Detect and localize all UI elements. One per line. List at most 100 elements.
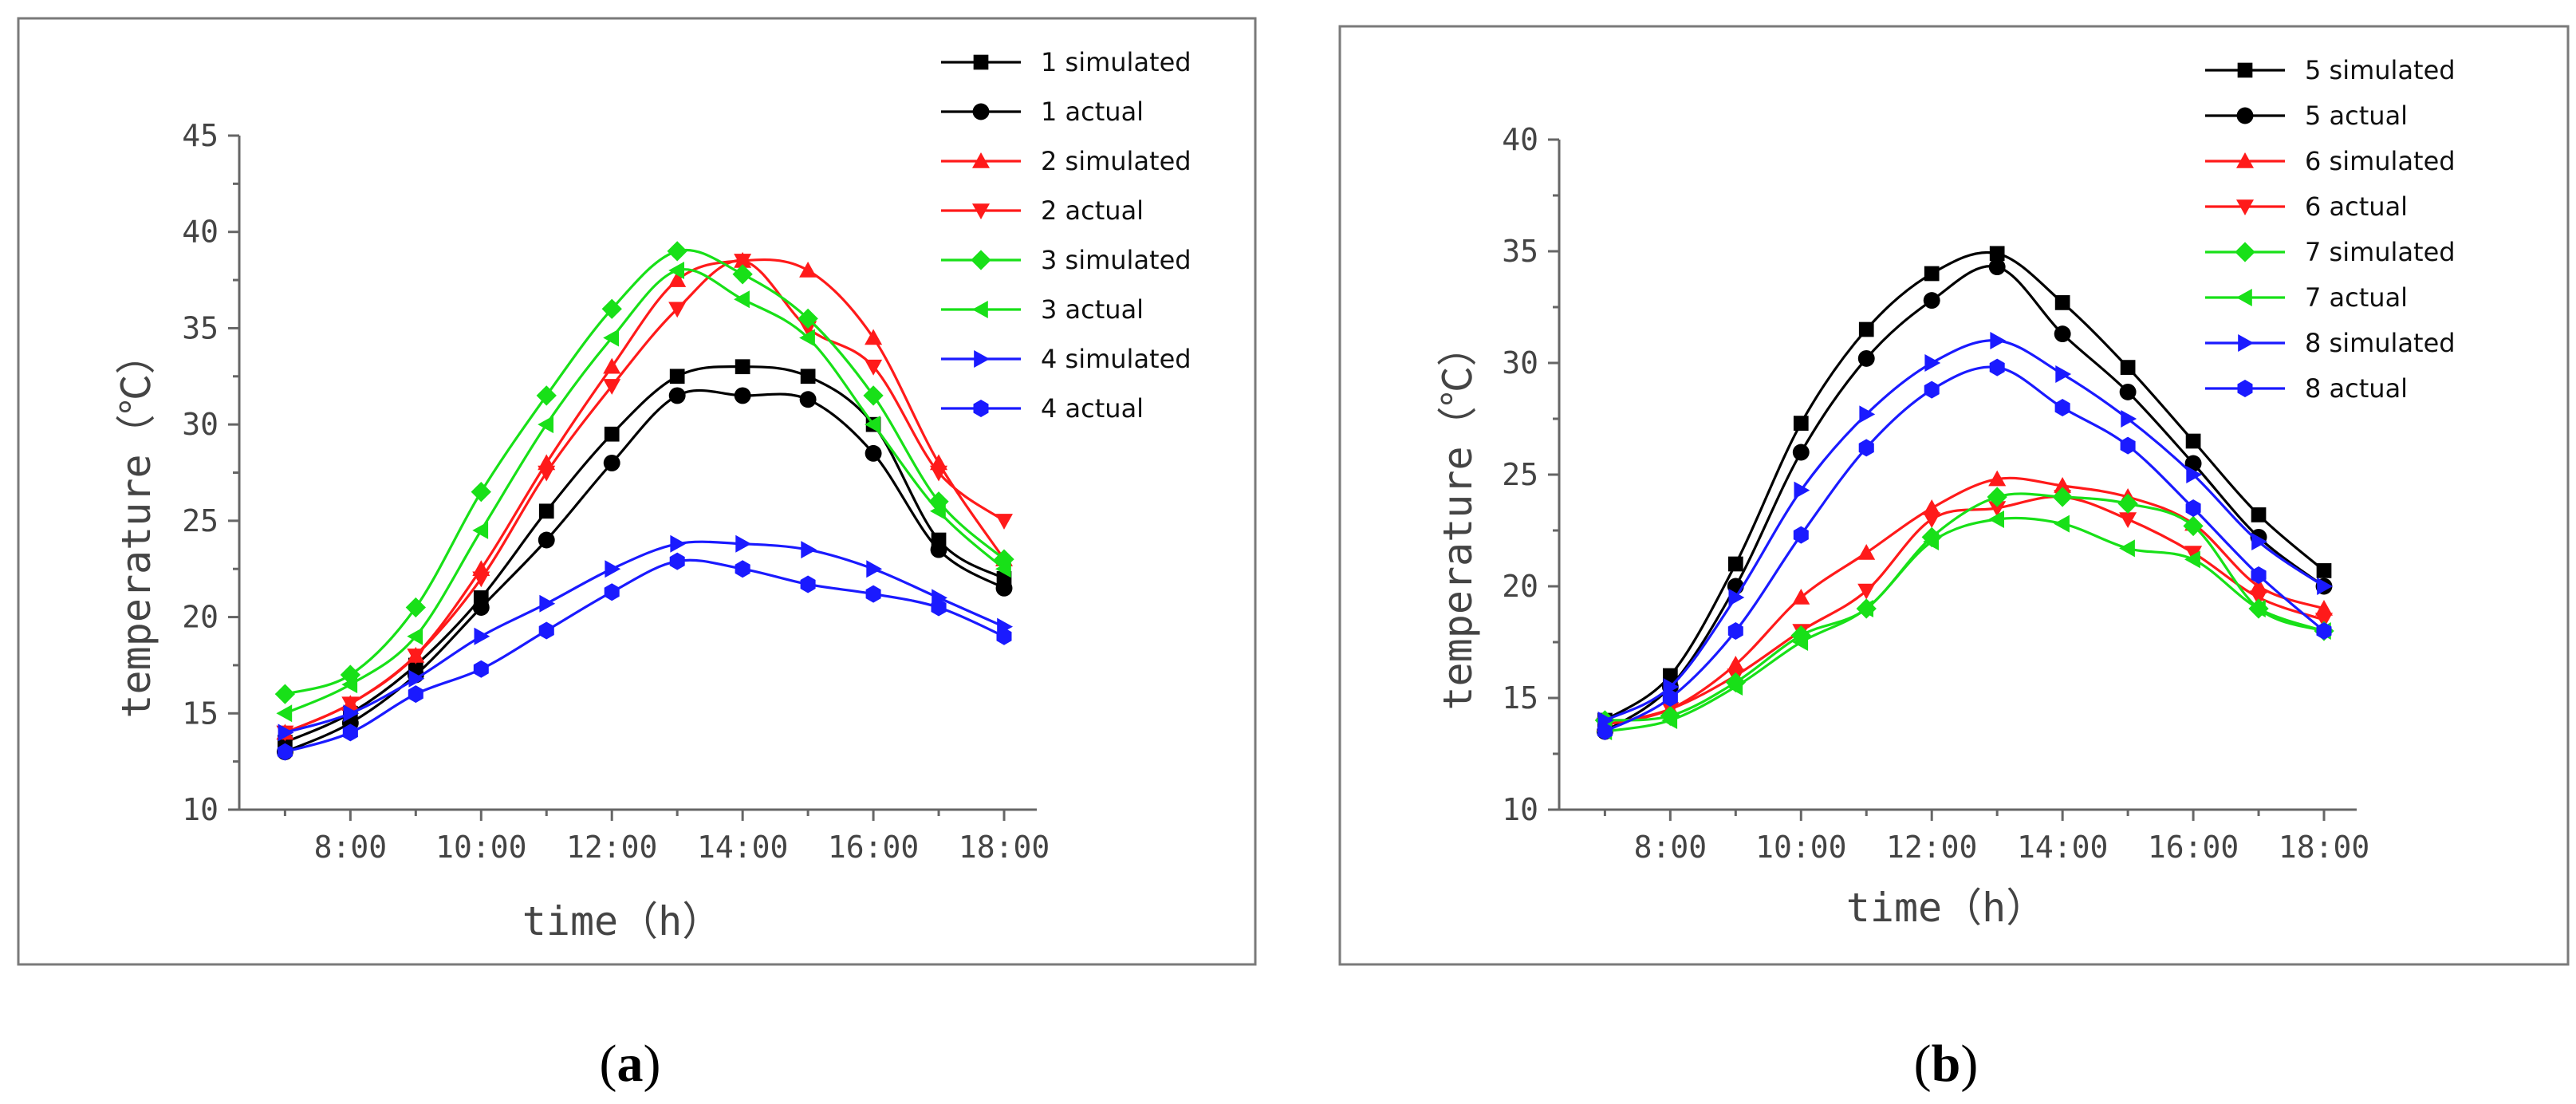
y-tick-label: 25: [182, 503, 219, 538]
data-point: [995, 514, 1013, 530]
legend-label: 7 simulated: [2305, 237, 2456, 267]
data-point: [1857, 583, 1876, 600]
data-point: [1857, 600, 1873, 617]
series-8-simulated: [1597, 332, 2333, 729]
data-point: [2121, 410, 2137, 428]
legend-item: 4 simulated: [941, 344, 1191, 374]
data-point: [1793, 526, 1809, 544]
data-point: [1989, 358, 2005, 377]
data-point: [668, 262, 684, 279]
data-point: [1988, 511, 2004, 528]
data-point: [1988, 258, 2006, 276]
data-point: [1988, 470, 2007, 487]
data-point: [343, 704, 360, 723]
data-point: [734, 254, 752, 270]
x-tick-label: 14:00: [2017, 830, 2108, 865]
data-point: [1727, 678, 1743, 696]
data-point: [2315, 613, 2333, 629]
legend-marker: [974, 350, 990, 368]
data-point: [1727, 556, 1743, 572]
legend-item: 7 simulated: [2205, 237, 2456, 267]
panel-a-y-label: temperature（℃）: [113, 334, 160, 718]
data-point: [1662, 689, 1678, 707]
legend-label: 1 simulated: [1041, 47, 1191, 77]
data-point: [2315, 600, 2333, 616]
y-tick-label: 45: [182, 118, 219, 153]
y-tick-label: 15: [182, 696, 219, 731]
panel-a-caption: (a): [600, 1035, 661, 1093]
data-point: [2054, 515, 2070, 533]
data-point: [667, 241, 687, 262]
data-point: [799, 329, 815, 347]
data-point: [277, 743, 293, 761]
panel-b: 10 15 20 25 30 35 40 8:00 10:00 12:00 14:00 16:00 18…: [1338, 25, 2570, 1093]
data-point: [2250, 578, 2267, 593]
data-point: [2054, 477, 2072, 493]
data-point: [1858, 439, 1874, 457]
data-point: [1793, 416, 1809, 431]
data-point: [2119, 383, 2137, 400]
data-point: [2184, 546, 2203, 562]
data-point: [474, 627, 490, 645]
data-point: [1661, 712, 1678, 729]
x-tick-label: 16:00: [2148, 830, 2239, 865]
data-point: [605, 560, 621, 578]
data-point: [604, 426, 620, 442]
data-point: [2250, 590, 2267, 606]
legend-label: 8 simulated: [2305, 328, 2456, 358]
legend-marker: [2236, 107, 2254, 124]
x-tick-label: 18:00: [959, 830, 1050, 865]
data-point: [2120, 436, 2136, 455]
data-point: [341, 696, 360, 713]
data-point: [2185, 499, 2201, 517]
y-tick-label: 20: [182, 600, 219, 635]
data-point: [1987, 487, 2007, 507]
data-point: [800, 369, 816, 384]
data-point: [2251, 566, 2267, 584]
data-point: [930, 541, 947, 558]
legend-label: 3 simulated: [1041, 245, 1191, 275]
data-point: [601, 298, 622, 319]
legend-marker: [972, 301, 988, 318]
data-point: [604, 583, 620, 601]
legend-label: 1 actual: [1041, 97, 1144, 127]
data-point: [931, 598, 947, 617]
data-point: [866, 560, 883, 578]
legend-marker: [971, 250, 991, 270]
y-tick-label: 20: [1502, 569, 1538, 604]
y-tick-label: 10: [1502, 792, 1538, 827]
legend-marker: [2236, 152, 2254, 168]
legend-label: 2 actual: [1041, 195, 1144, 226]
data-point: [603, 379, 621, 395]
legend-marker: [973, 400, 989, 417]
data-point: [2120, 360, 2136, 375]
data-point: [341, 676, 358, 694]
y-tick-label: 25: [1502, 457, 1538, 492]
data-point: [2185, 433, 2201, 449]
panel-b-legend: 5 simulated 5 actual 6 simulated 6 actual 7 …: [2205, 55, 2456, 404]
data-point: [1924, 354, 1941, 372]
data-point: [473, 660, 489, 678]
x-tick-label: 12:00: [566, 830, 657, 865]
data-point: [2054, 399, 2070, 416]
data-point: [538, 416, 553, 434]
data-point: [2251, 533, 2267, 550]
data-point: [1857, 349, 1875, 367]
legend-item: 5 actual: [2205, 101, 2408, 131]
series-3-actual: [276, 262, 1011, 723]
x-tick-label: 10:00: [1755, 830, 1846, 865]
data-point: [799, 262, 817, 278]
data-point: [1792, 633, 1809, 651]
data-point: [801, 541, 817, 559]
data-point: [732, 264, 753, 285]
legend-label: 5 simulated: [2305, 55, 2456, 85]
data-point: [1989, 246, 2005, 262]
data-point: [995, 560, 1011, 578]
series-8-actual: [1597, 358, 2332, 740]
data-point: [538, 465, 556, 482]
data-point: [734, 290, 750, 309]
data-point: [1727, 622, 1743, 640]
data-point: [669, 369, 685, 384]
y-tick-label: 40: [182, 215, 219, 250]
legend-item: 2 actual: [941, 195, 1144, 226]
